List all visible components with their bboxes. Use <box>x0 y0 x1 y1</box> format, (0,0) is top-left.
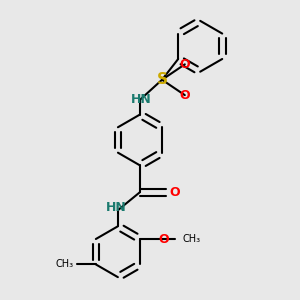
Text: O: O <box>159 232 169 245</box>
Text: O: O <box>169 186 180 199</box>
Text: HN: HN <box>106 201 127 214</box>
Text: S: S <box>157 72 167 87</box>
Text: O: O <box>179 88 190 102</box>
Text: CH₃: CH₃ <box>182 234 200 244</box>
Text: CH₃: CH₃ <box>56 260 74 269</box>
Text: HN: HN <box>131 93 152 106</box>
Text: O: O <box>179 58 190 71</box>
